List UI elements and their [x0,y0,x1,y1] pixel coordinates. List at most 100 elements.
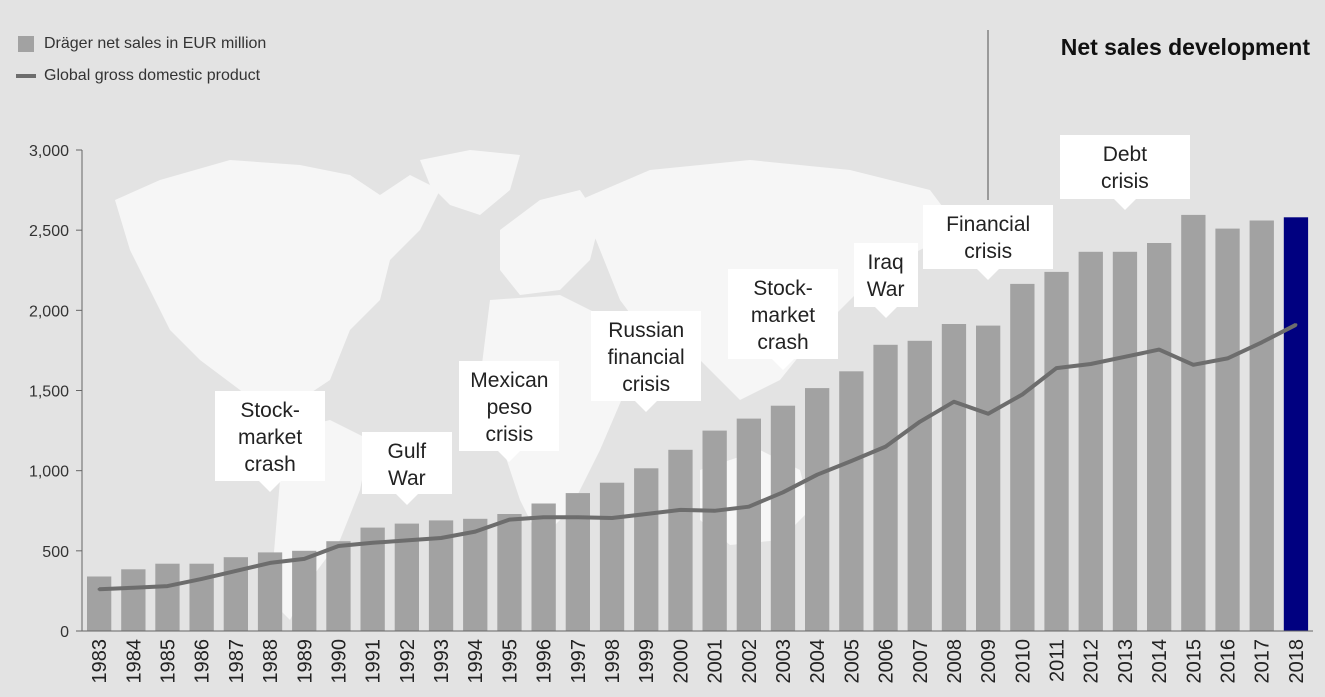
gdp-point-2014 [1157,348,1161,352]
x-tick-label-1999: 1999 [636,639,658,684]
gdp-point-2008 [952,400,956,404]
callout-2009: Financial crisis [923,205,1054,280]
gdp-point-2015 [1191,363,1195,367]
x-tick-label-2014: 2014 [1149,639,1171,684]
x-tick-label-1992: 1992 [397,639,419,684]
bar-2000 [668,449,693,631]
gdp-point-1996 [542,515,546,519]
bar-2016 [1215,228,1240,631]
x-tick-label-2016: 2016 [1218,639,1240,684]
gdp-point-2013 [1123,355,1127,359]
x-tick-label-1994: 1994 [465,639,487,684]
x-tick-label-1984: 1984 [123,639,145,684]
bar-2008 [941,324,967,631]
callout-line: market [238,426,303,449]
callout-line: financial [607,346,685,369]
bar-2004 [805,388,830,631]
x-tick-label-2009: 2009 [978,639,1000,684]
bar-2006 [873,344,898,631]
x-tick-label-2011: 2011 [1047,639,1069,682]
bar-1999 [634,468,659,631]
bar-2003 [770,405,796,631]
x-tick-label-2000: 2000 [670,639,692,684]
legend-bar-swatch [18,36,34,52]
gdp-point-1983 [97,587,101,591]
bar-2011 [1044,271,1069,631]
gdp-point-1994 [473,530,477,534]
gdp-point-2001 [713,509,717,513]
bar-2013 [1112,251,1138,632]
gdp-point-1988 [268,561,272,565]
x-tick-label-2018: 2018 [1286,639,1308,684]
y-tick-label: 3,000 [29,143,69,160]
callout-line: Debt [1102,143,1148,166]
callout-line: crisis [964,240,1013,263]
gdp-point-2010 [1020,393,1024,396]
bar-1989 [292,550,317,631]
x-tick-label-2015: 2015 [1183,639,1205,684]
callout-line: Stock- [753,277,813,300]
bar-2015 [1181,214,1206,631]
x-tick-label-1989: 1989 [294,639,316,684]
legend: Dräger net sales in EUR million Global g… [16,28,266,92]
gdp-point-2017 [1260,340,1264,344]
gdp-point-2004 [815,473,819,477]
gdp-point-1999 [644,512,648,516]
x-tick-label-1995: 1995 [499,639,521,684]
bar-1983 [87,576,112,631]
callout-line: crisis [622,373,671,396]
x-tick-label-1983: 1983 [89,639,111,684]
bar-1998 [599,482,625,631]
bar-2017 [1249,220,1274,631]
callout-line: War [866,278,905,301]
gdp-point-2003 [781,490,785,494]
bar-2007 [907,340,932,631]
callout-2013: Debt crisis [1059,135,1190,210]
gdp-point-1989 [302,557,306,561]
x-tick-label-2005: 2005 [841,639,863,684]
callout-2006: Iraq War [853,243,918,318]
legend-label-gdp: Global gross domestic product [44,67,261,84]
gdp-point-2007 [918,420,922,424]
gdp-point-1984 [131,586,135,590]
x-tick-label-2003: 2003 [773,639,795,684]
gdp-point-2012 [1089,362,1093,366]
bar-1986 [189,563,214,631]
callout-line: crash [244,453,296,476]
x-tick-label-2017: 2017 [1252,639,1274,684]
x-tick-label-1985: 1985 [158,639,180,684]
gdp-point-1990 [337,544,340,548]
bar-1994 [463,518,488,631]
legend-item-net-sales: Dräger net sales in EUR million [18,28,266,60]
gdp-point-1991 [371,541,375,545]
y-tick-label: 2,000 [29,303,69,320]
callout-line: Iraq [867,251,904,274]
x-tick-label-2010: 2010 [1012,639,1034,684]
callout-2003: Stock-market crash [728,269,838,370]
y-tick-label: 2,500 [29,223,69,240]
callout-line: Gulf [387,440,427,463]
x-tick-label-1991: 1991 [363,639,385,684]
x-tick-label-1998: 1998 [602,639,624,684]
callout-1995: Mexican peso crisis [459,361,560,462]
gdp-point-1987 [234,569,238,573]
x-tick-label-1988: 1988 [260,639,282,684]
x-tick-label-1987: 1987 [226,639,248,684]
x-tick-label-2006: 2006 [876,639,898,684]
gdp-point-2018 [1294,323,1298,327]
gdp-point-1995 [507,518,511,522]
callout-line: Financial [946,213,1031,236]
gdp-point-2005 [849,459,853,463]
bar-1984 [121,569,146,631]
gdp-point-2009 [986,412,990,416]
gdp-point-2002 [747,505,751,509]
gdp-point-2006 [884,445,888,449]
callout-1988: Stock-market crash [215,391,326,492]
callout-line: peso [486,396,533,419]
callout-line: crisis [485,423,534,446]
bar-1985 [155,563,180,631]
gdp-point-1992 [405,538,409,542]
bar-2018 [1283,217,1309,632]
x-tick-label-1996: 1996 [534,639,556,684]
gdp-point-2016 [1226,356,1229,360]
